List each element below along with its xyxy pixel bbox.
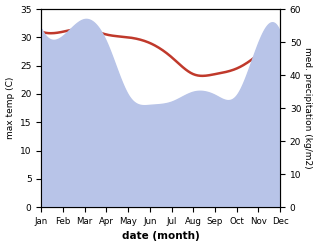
X-axis label: date (month): date (month) [122, 231, 200, 242]
Y-axis label: max temp (C): max temp (C) [5, 77, 15, 139]
Y-axis label: med. precipitation (kg/m2): med. precipitation (kg/m2) [303, 47, 313, 169]
